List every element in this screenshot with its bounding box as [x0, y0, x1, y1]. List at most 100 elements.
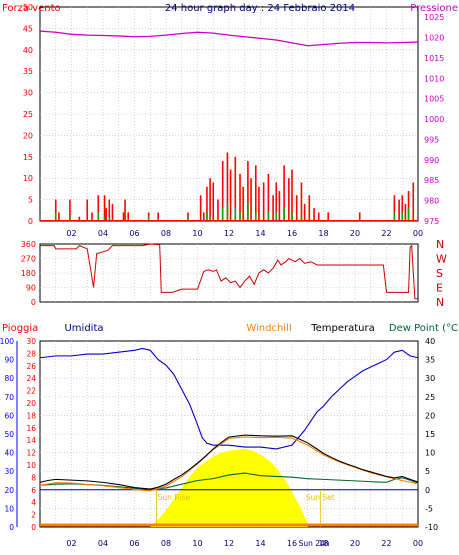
p1-left-tick: 35: [23, 67, 33, 76]
direction-label: W: [436, 253, 447, 266]
p3-humidity-tick: 70: [4, 393, 14, 402]
wind-direction-line: [40, 243, 418, 300]
p2-left-tick: 180: [21, 269, 36, 278]
p3-rain-tick: 0: [31, 523, 36, 532]
p1-right-tick: 980: [424, 197, 439, 206]
p3-temp-tick: 10: [425, 449, 435, 458]
p2-left-tick: 90: [26, 284, 36, 293]
p3-temp-tick: 30: [425, 374, 435, 383]
wind-axis-label: Forza vento: [2, 3, 61, 14]
chart-title: 24 hour graph day : 24 Febbraio 2014: [165, 3, 355, 14]
p1-left-tick: 0: [28, 217, 33, 226]
p3-humidity-tick: 10: [4, 504, 14, 513]
p3-humidity-tick: 80: [4, 374, 14, 383]
p3-x-tick: 00: [413, 539, 423, 548]
p3-rain-tick: 2: [31, 511, 36, 520]
p3-humidity-tick: 20: [4, 486, 14, 495]
p3-rain-tick: 20: [26, 399, 36, 408]
p3-rain-tick: 26: [26, 362, 36, 371]
p1-x-tick: 02: [66, 229, 76, 238]
p1-right-tick: 1000: [424, 115, 444, 124]
p3-temp-tick: 5: [425, 467, 430, 476]
p3-x-tick: 02: [66, 539, 76, 548]
p1-left-tick: 5: [28, 196, 33, 205]
temperature-legend: Temperatura: [310, 323, 375, 334]
p1-right-tick: 1005: [424, 95, 444, 104]
p1-x-tick: 00: [413, 229, 423, 238]
p1-x-tick: 12: [224, 229, 234, 238]
sunset-label: Sun Set: [306, 493, 335, 502]
p3-x-tick: 12: [224, 539, 234, 548]
sunrise-label: Sun Rise: [158, 493, 191, 502]
solar-radiation-area: [150, 448, 308, 527]
p3-x-tick: 16: [287, 539, 297, 548]
p3-rain-tick: 28: [26, 349, 36, 358]
p2-left-tick: 270: [21, 255, 36, 264]
p3-temp-tick: 40: [425, 337, 435, 346]
p1-x-tick: 22: [381, 229, 391, 238]
p3-temp-tick: 20: [425, 411, 435, 420]
p3-rain-tick: 4: [31, 498, 36, 507]
p3-x-tick: 20: [350, 539, 360, 548]
humidity-legend: Umidita: [64, 323, 103, 334]
p1-right-tick: 975: [424, 217, 439, 226]
p3-rain-tick: 14: [26, 436, 36, 445]
p3-temp-tick: -10: [425, 523, 438, 532]
direction-label: N: [436, 238, 444, 251]
rain-axis-label: Pioggia: [2, 323, 38, 334]
p3-x-tick: 18: [318, 539, 328, 548]
p3-rain-tick: 30: [26, 337, 36, 346]
p1-x-tick: 04: [98, 229, 108, 238]
p3-temp-tick: 15: [425, 430, 435, 439]
p3-humidity-tick: 40: [4, 449, 14, 458]
p1-right-tick: 985: [424, 176, 439, 185]
p1-x-tick: 20: [350, 229, 360, 238]
p3-temp-tick: 25: [425, 393, 435, 402]
dewpoint-legend: Dew Point (°C: [389, 323, 458, 334]
direction-label: N: [436, 296, 444, 309]
p3-x-tick: 06: [129, 539, 139, 548]
p3-temp-tick: 0: [425, 486, 430, 495]
p1-x-tick: 18: [318, 229, 328, 238]
p3-rain-tick: 10: [26, 461, 36, 470]
p3-temp-tick: 35: [425, 356, 435, 365]
p3-rain-tick: 16: [26, 424, 36, 433]
p3-x-tick: 08: [161, 539, 171, 548]
p1-right-tick: 1025: [424, 13, 444, 22]
p3-x-tick: 10: [192, 539, 202, 548]
windchill-line: [39, 436, 419, 492]
p1-left-tick: 40: [23, 46, 33, 55]
direction-label: E: [436, 282, 443, 295]
p2-left-tick: 360: [21, 240, 36, 249]
p3-rain-tick: 12: [26, 449, 36, 458]
p3-rain-tick: 8: [31, 473, 36, 482]
p2-left-tick: 0: [31, 298, 36, 307]
p1-right-tick: 1020: [424, 34, 444, 43]
p3-humidity-tick: 0: [9, 523, 14, 532]
p1-x-tick: 10: [192, 229, 202, 238]
p1-right-tick: 995: [424, 135, 439, 144]
windchill-legend: Windchill: [246, 323, 291, 334]
p1-left-tick: 45: [23, 24, 33, 33]
p3-rain-tick: 24: [26, 374, 36, 383]
p3-x-tick: 22: [381, 539, 391, 548]
p3-humidity-tick: 90: [4, 356, 14, 365]
humidity-line: [39, 347, 419, 450]
p3-humidity-tick: 100: [0, 337, 14, 346]
pressure-line: [39, 30, 419, 47]
p1-x-tick: 14: [255, 229, 265, 238]
p3-rain-tick: 18: [26, 411, 36, 420]
p1-right-tick: 1015: [424, 54, 444, 63]
p1-x-tick: 08: [161, 229, 171, 238]
p1-left-tick: 10: [23, 174, 33, 183]
p1-left-tick: 50: [23, 3, 33, 12]
sun-hours-label: Sun 24h: [299, 539, 330, 548]
temperature-line: [39, 434, 419, 490]
p3-humidity-tick: 60: [4, 411, 14, 420]
p1-left-tick: 30: [23, 89, 33, 98]
p1-x-tick: 06: [129, 229, 139, 238]
p1-left-tick: 25: [23, 110, 33, 119]
p3-humidity-tick: 30: [4, 467, 14, 476]
